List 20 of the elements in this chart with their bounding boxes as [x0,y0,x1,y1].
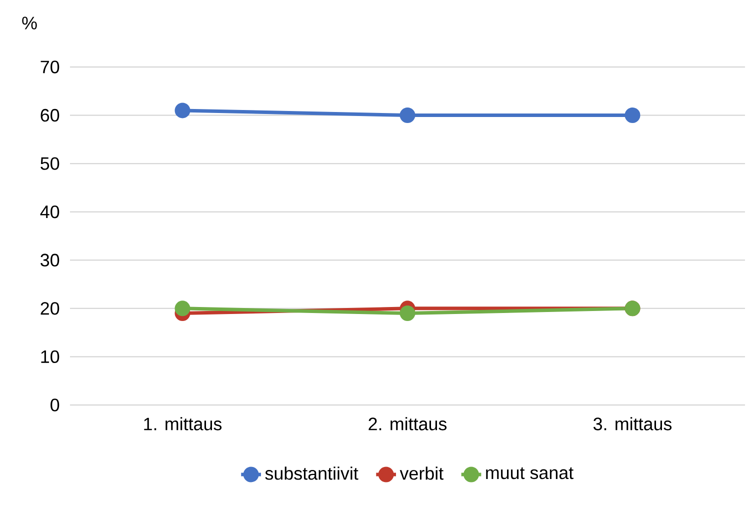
x-tick-label: 1. mittaus [144,417,222,430]
x-tick-label: 3. mittaus [593,417,672,430]
y-tick-label: 30 [40,254,60,266]
y-tick-label: 10 [41,350,60,364]
point [174,300,190,316]
y-axis-title: % [22,16,37,30]
y-tick-label: 70 [40,60,60,74]
legend-label: verbit [400,466,444,480]
point [174,102,190,118]
x-tick-label: 2. mittaus [368,417,447,430]
legend-label: muut sanat [486,467,574,480]
point [624,108,640,124]
y-tick-label: 40 [40,206,60,218]
y-tick-label: 0 [50,398,60,412]
point [400,108,416,124]
y-tick-label: 50 [40,157,60,170]
point [400,306,416,322]
legend-label: substantiivit [265,466,358,480]
y-tick-label: 60 [40,108,60,122]
y-tick-label: 20 [40,302,60,315]
